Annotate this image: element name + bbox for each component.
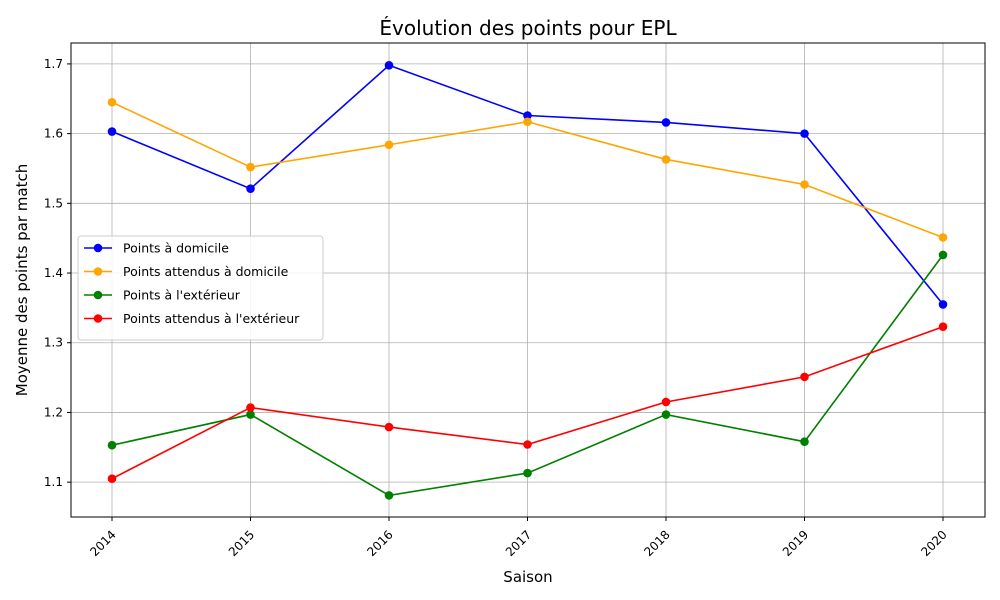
y-tick-label: 1.4	[44, 266, 63, 280]
y-axis-label: Moyenne des points par match	[13, 164, 31, 397]
data-point	[107, 440, 117, 450]
legend-swatch-marker	[93, 290, 103, 300]
data-point	[246, 403, 255, 412]
data-point	[523, 111, 532, 120]
legend-entry-label: Points attendus à l'extérieur	[123, 311, 300, 326]
data-point	[800, 372, 809, 382]
data-point	[107, 97, 117, 107]
legend-entry-label: Points à domicile	[123, 241, 229, 256]
data-point	[661, 410, 671, 419]
legend-swatch-marker	[93, 243, 103, 253]
x-tick-label: 2019	[780, 528, 811, 559]
series-4	[107, 322, 948, 483]
data-point	[800, 437, 809, 447]
legend-entry-label: Points à l'extérieur	[123, 288, 241, 303]
data-point	[246, 184, 255, 193]
legend-swatch-marker	[93, 267, 103, 276]
data-point	[800, 180, 809, 189]
data-point	[938, 300, 948, 309]
y-tick-label: 1.2	[44, 405, 63, 419]
x-tick-label: 2014	[87, 528, 118, 559]
data-point	[107, 127, 117, 136]
legend-swatch-marker	[93, 314, 103, 323]
y-tick-label: 1.1	[44, 475, 63, 489]
data-point	[938, 233, 948, 242]
x-axis-label: Saison	[503, 568, 552, 586]
x-tick-label: 2017	[503, 528, 534, 559]
data-point	[107, 474, 117, 483]
data-point	[523, 468, 532, 478]
data-point	[384, 491, 394, 500]
x-tick-label: 2015	[226, 528, 257, 559]
data-point	[661, 155, 671, 164]
y-tick-label: 1.5	[44, 196, 63, 210]
chart-title: Évolution des points pour EPL	[379, 16, 677, 40]
legend: Points à domicile Points attendus à domic…	[77, 235, 324, 341]
data-point	[384, 61, 394, 70]
series-3	[107, 250, 948, 500]
series-2	[107, 97, 948, 242]
y-tick-label: 1.6	[44, 127, 63, 141]
data-point	[246, 162, 255, 172]
data-point	[938, 322, 948, 332]
data-point	[523, 117, 532, 127]
legend-entry-label: Points attendus à domicile	[123, 264, 289, 279]
data-point	[523, 440, 532, 449]
y-tick-label: 1.7	[44, 57, 63, 71]
series-1	[107, 61, 948, 309]
data-point	[384, 422, 394, 432]
legend-box	[77, 235, 324, 341]
x-tick-label: 2020	[918, 528, 949, 559]
data-point	[938, 250, 948, 260]
x-tick-label: 2016	[364, 528, 395, 559]
x-tick-label: 2018	[641, 528, 672, 559]
data-point	[384, 140, 394, 150]
data-point	[246, 410, 255, 419]
data-point	[661, 118, 671, 127]
data-point	[661, 397, 671, 407]
series-layer	[107, 61, 948, 500]
y-tick-label: 1.3	[44, 336, 63, 350]
data-point	[800, 129, 809, 138]
